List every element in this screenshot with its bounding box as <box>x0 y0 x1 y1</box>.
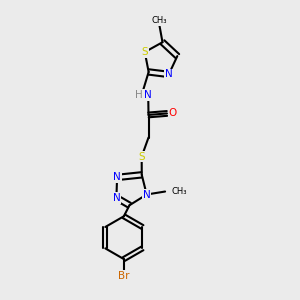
Text: S: S <box>138 152 145 161</box>
Text: O: O <box>169 108 177 118</box>
Text: H: H <box>135 90 143 100</box>
Text: Br: Br <box>118 271 130 281</box>
Text: N: N <box>165 69 172 80</box>
Text: N: N <box>112 193 120 203</box>
Text: CH₃: CH₃ <box>172 187 187 196</box>
Text: CH₃: CH₃ <box>152 16 167 25</box>
Text: N: N <box>143 190 151 200</box>
Text: N: N <box>113 172 121 182</box>
Text: N: N <box>144 90 152 100</box>
Text: S: S <box>142 47 148 57</box>
